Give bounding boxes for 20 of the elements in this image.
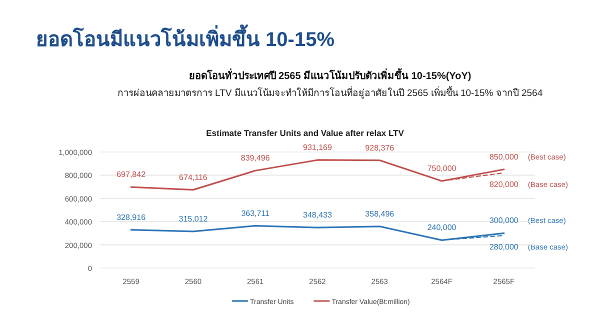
chart-title: ยอดโอนมีแนวโน้มเพิ่มขึ้น 10-15%	[36, 24, 335, 51]
data-label: 850,000	[489, 152, 519, 162]
text: การผ่อนคลายมาตรการ LTV มีแนวโน้มจะทำให้มีการโอนที่อยู่อาศัยในปี 2565 เพิ่มขึ้น 10-15% จากปี 2564	[117, 86, 543, 99]
data-label: 328,916	[116, 212, 146, 222]
data-label: 674,116	[179, 172, 208, 182]
data-label: 697,842	[116, 170, 146, 180]
data-label: 820,000	[489, 180, 519, 189]
data-label: 928,376	[365, 143, 395, 152]
chart-subtitle: ยอดโอนทั่วประเทศปี 2565 มีแนวโน้มปรับตัวเพิ่มขึ้น 10-15%(YoY)	[188, 68, 472, 82]
data-label: 931,169	[303, 142, 333, 152]
data-label: 240,000	[427, 223, 457, 232]
text: Estimate Transfer Units and Value after relax LTV	[206, 128, 404, 138]
data-label: 315,012	[178, 214, 208, 224]
data-label: 280,000	[489, 242, 519, 252]
data-label: 363,711	[241, 208, 270, 218]
data-label: 348,433	[303, 210, 333, 220]
data-label: 358,496	[365, 209, 395, 218]
data-label: 750,000	[427, 164, 457, 173]
data-label: 300,000	[489, 216, 519, 226]
data-label: 839,496	[240, 154, 270, 163]
